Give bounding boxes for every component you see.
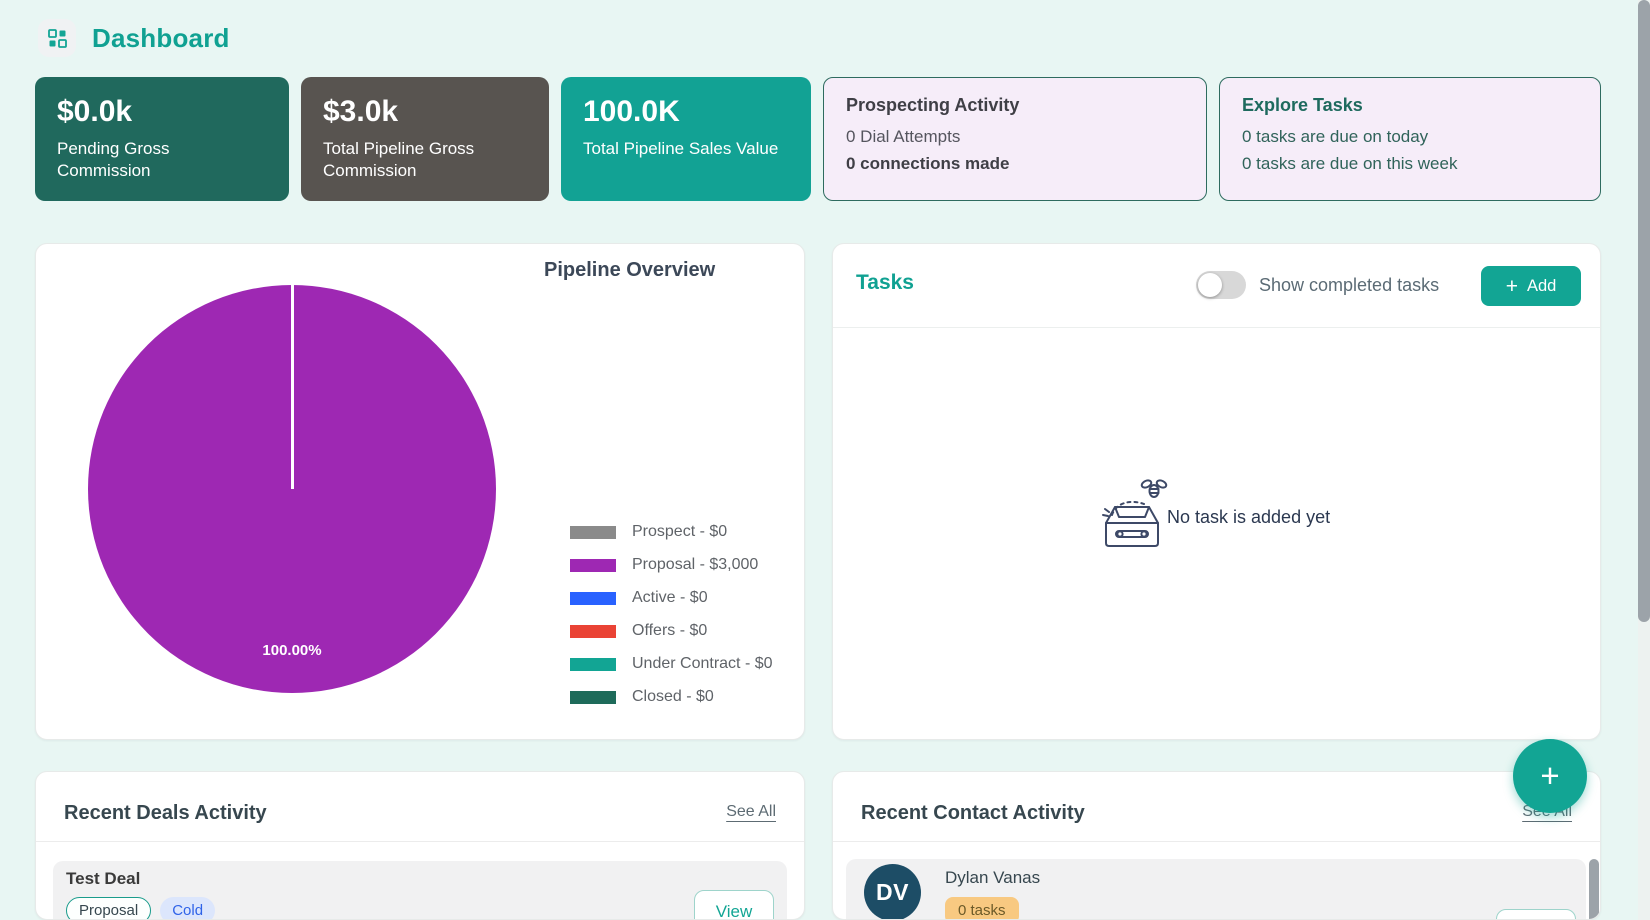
pie-percentage-label: 100.00% <box>262 642 322 659</box>
stat-value: $3.0k <box>323 95 399 128</box>
pie-slice-divider <box>290 285 294 489</box>
empty-inbox-icon <box>1102 479 1168 547</box>
stat-card-pending-gross-commission: $0.0k Pending Gross Commission <box>35 77 289 201</box>
contact-view-button[interactable]: View <box>1496 909 1576 919</box>
legend-swatch <box>570 591 616 605</box>
toggle-knob[interactable] <box>1198 273 1222 297</box>
legend-swatch <box>570 690 616 704</box>
legend-label: Active - $0 <box>632 589 708 606</box>
pipeline-overview-title: Pipeline Overview <box>544 259 716 281</box>
divider <box>833 841 1600 842</box>
page-title: Dashboard <box>92 22 230 53</box>
deals-see-all-link[interactable]: See All <box>726 803 776 820</box>
legend-item-under-contract: Under Contract - $0 <box>570 655 773 672</box>
contact-list-scrollbar[interactable] <box>1589 859 1599 919</box>
dial-attempts-text: 0 Dial Attempts <box>846 127 961 146</box>
prospecting-activity-card: Prospecting Activity 0 Dial Attempts 0 c… <box>823 77 1207 201</box>
page-scrollbar-track[interactable] <box>1638 0 1650 920</box>
legend-swatch <box>570 558 616 572</box>
page-header: Dashboard <box>38 19 230 57</box>
deal-name: Test Deal <box>66 869 141 888</box>
deal-list-item[interactable]: Test Deal Proposal Cold View <box>53 861 787 919</box>
page-scrollbar-thumb[interactable] <box>1638 0 1650 622</box>
stat-label: Pending Gross Commission <box>57 139 170 180</box>
stat-value: $0.0k <box>57 95 133 128</box>
prospecting-activity-title: Prospecting Activity <box>846 95 1020 115</box>
tasks-title: Tasks <box>856 271 914 294</box>
divider <box>36 841 804 842</box>
legend-label: Offers - $0 <box>632 622 708 639</box>
deal-view-button[interactable]: View <box>694 890 774 919</box>
recent-contacts-card: Recent Contact Activity See All DV Dylan… <box>832 771 1601 920</box>
legend-item-proposal: Proposal - $3,000 <box>570 556 773 573</box>
explore-tasks-title: Explore Tasks <box>1242 95 1363 115</box>
stat-label: Total Pipeline Sales Value <box>583 139 779 158</box>
legend-label: Proposal - $3,000 <box>632 556 759 573</box>
stat-card-total-pipeline-gross-commission: $3.0k Total Pipeline Gross Commission <box>301 77 549 201</box>
legend-item-active: Active - $0 <box>570 589 773 606</box>
plus-icon: + <box>1540 757 1560 794</box>
legend-swatch <box>570 624 616 638</box>
deal-badges: Proposal Cold <box>66 897 216 919</box>
stat-card-total-pipeline-sales-value: 100.0K Total Pipeline Sales Value <box>561 77 811 201</box>
connections-made-text: 0 connections made <box>846 154 1010 173</box>
dashboard-grid-icon[interactable] <box>38 19 76 57</box>
add-task-label: Add <box>1526 276 1557 295</box>
plus-icon: + <box>1505 274 1518 298</box>
legend-label: Under Contract - $0 <box>632 655 773 672</box>
contact-avatar: DV <box>864 864 921 919</box>
deal-stage-badge: Proposal <box>66 897 152 919</box>
contact-list-item[interactable]: DV Dylan Vanas 0 tasks View <box>846 859 1586 919</box>
stat-label: Total Pipeline Gross Commission <box>323 139 475 180</box>
stat-value: 100.0K <box>583 95 680 128</box>
legend-label: Prospect - $0 <box>632 523 728 540</box>
recent-deals-card: Recent Deals Activity See All Test Deal … <box>35 771 805 920</box>
legend-swatch <box>570 525 616 539</box>
show-completed-tasks-toggle[interactable] <box>1196 271 1246 299</box>
explore-tasks-card[interactable]: Explore Tasks 0 tasks are due on today 0… <box>1219 77 1601 201</box>
divider <box>833 327 1600 328</box>
legend-item-closed: Closed - $0 <box>570 688 773 705</box>
legend-item-offers: Offers - $0 <box>570 622 773 639</box>
tasks-card: Tasks Show completed tasks + Add <box>832 243 1601 740</box>
legend-item-prospect: Prospect - $0 <box>570 523 773 540</box>
recent-contacts-title: Recent Contact Activity <box>861 802 1085 824</box>
pipeline-overview-card: Pipeline Overview 100.00% Prospect - $0 … <box>35 243 805 740</box>
pipeline-pie-chart: 100.00% <box>88 285 496 693</box>
floating-add-button[interactable]: + <box>1513 739 1587 813</box>
tasks-due-week-text: 0 tasks are due on this week <box>1242 154 1458 173</box>
legend-swatch <box>570 657 616 671</box>
add-task-button[interactable]: + Add <box>1481 266 1581 306</box>
recent-deals-title: Recent Deals Activity <box>64 802 267 824</box>
deal-temperature-badge: Cold <box>160 897 216 919</box>
contact-tasks-badge: 0 tasks <box>945 897 1019 919</box>
show-completed-tasks-label: Show completed tasks <box>1259 275 1440 295</box>
tasks-due-today-text: 0 tasks are due on today <box>1242 127 1429 146</box>
no-tasks-message: No task is added yet <box>1167 507 1331 527</box>
legend-label: Closed - $0 <box>632 688 714 705</box>
contact-name: Dylan Vanas <box>945 868 1041 887</box>
pie-legend: Prospect - $0 Proposal - $3,000 Active -… <box>570 523 773 723</box>
grid-icon-glyph <box>47 28 67 48</box>
